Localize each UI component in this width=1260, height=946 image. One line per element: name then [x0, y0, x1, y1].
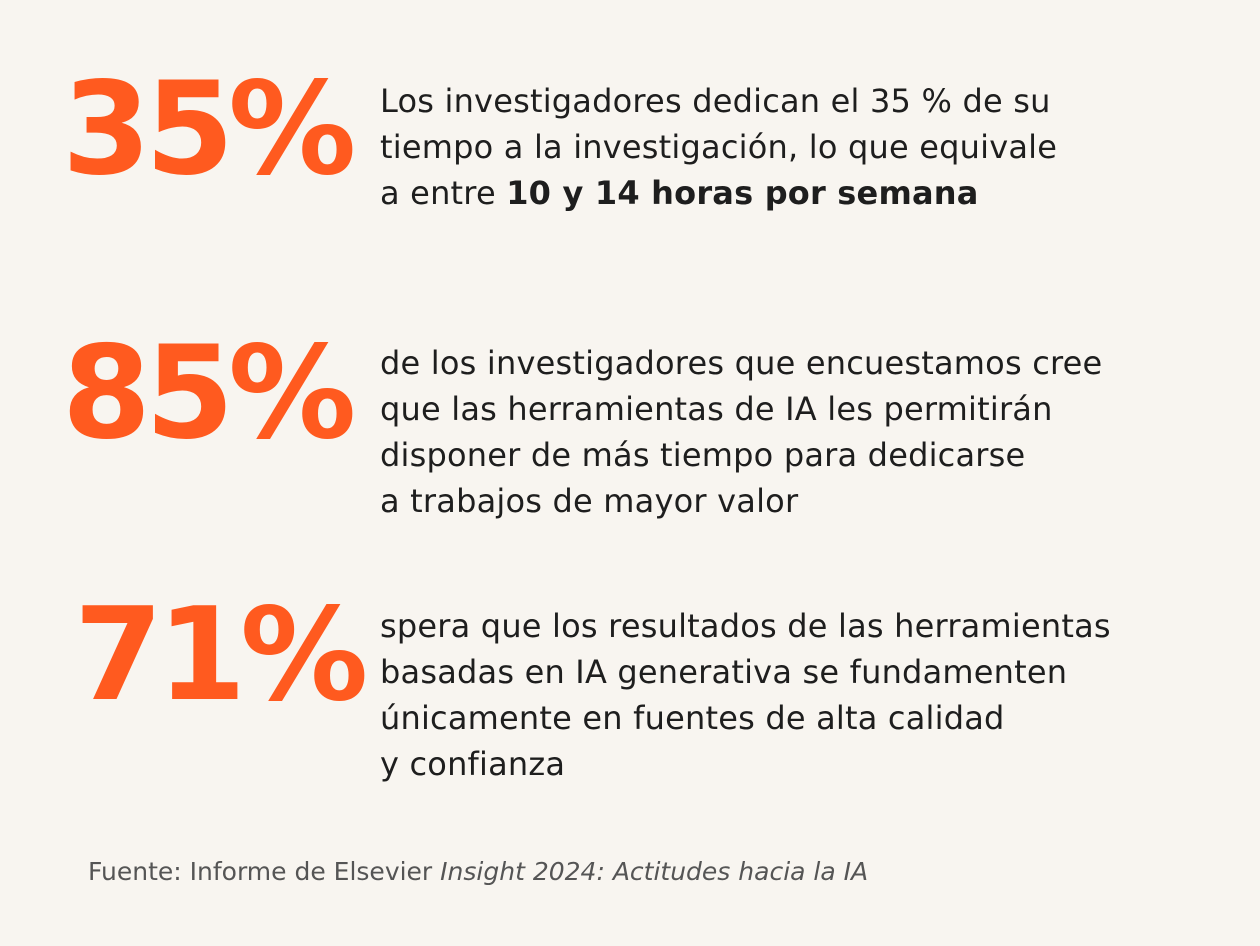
description-line: spera que los resultados de las herramie… — [380, 607, 1111, 645]
stat-description: Los investigadores dedican el 35 % de su… — [380, 78, 1240, 216]
description-line: disponer de más tiempo para dedicarse — [380, 436, 1026, 474]
description-line: basadas en IA generativa se fundamenten — [380, 653, 1068, 691]
stat-description: de los investigadores que encuestamos cr… — [380, 340, 1240, 524]
description-line: de los investigadores que encuestamos cr… — [380, 344, 1103, 382]
source-footer: Fuente: Informe de Elsevier Insight 2024… — [88, 856, 868, 888]
source-title: Insight 2024: Actitudes hacia la IA — [440, 857, 869, 886]
stat-value: 85% — [62, 319, 356, 468]
description-line: tiempo a la investigación, lo que equiva… — [380, 128, 1058, 166]
description-line: a entre 10 y 14 horas por semana — [380, 170, 1240, 216]
stat-value: 71% — [74, 581, 368, 730]
source-prefix: Fuente: Informe de Elsevier — [88, 857, 441, 886]
stat-description: spera que los resultados de las herramie… — [380, 603, 1240, 787]
description-line: y confianza — [380, 745, 566, 783]
description-line: a trabajos de mayor valor — [380, 482, 799, 520]
stat-value: 35% — [62, 55, 356, 204]
description-line: Los investigadores dedican el 35 % de su — [380, 82, 1051, 120]
description-bold-text: 10 y 14 horas por semana — [506, 174, 979, 212]
description-line: que las herramientas de IA les permitirá… — [380, 390, 1053, 428]
description-line-text: a entre — [380, 174, 507, 212]
description-line: únicamente en fuentes de alta calidad — [380, 699, 1005, 737]
